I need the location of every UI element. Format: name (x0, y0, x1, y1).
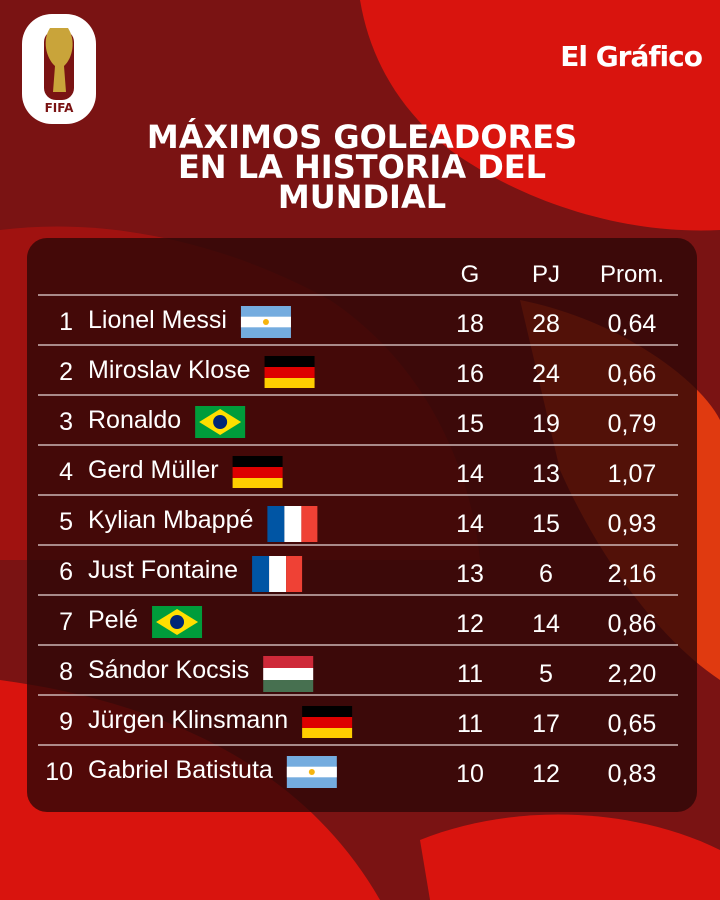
stat-cell: 12 (532, 760, 560, 788)
stat-cell: 2,16 (608, 560, 657, 588)
stat-cell: 11 (457, 710, 483, 738)
flag (302, 706, 353, 738)
stat-cell: 10 (456, 760, 484, 788)
flag (264, 356, 315, 388)
flag (263, 656, 314, 692)
flag-globe (170, 615, 185, 629)
stat-cell: 0,66 (608, 360, 657, 388)
logo-text: FIFA (45, 101, 74, 115)
player-name: Jürgen Klinsmann (88, 706, 288, 734)
stat-cell: 0,79 (608, 410, 657, 438)
flag-stripe (263, 656, 314, 668)
flag (267, 506, 318, 542)
player-name: Pelé (88, 606, 138, 634)
flag (232, 456, 283, 488)
flag-globe (213, 415, 228, 429)
stat-cell: 2,20 (608, 660, 657, 688)
flag-stripe (264, 356, 315, 367)
stat-cell: 16 (456, 360, 484, 388)
stat-cell: 12 (456, 610, 484, 638)
player-name: Lionel Messi (88, 306, 227, 334)
flag-sun (262, 319, 269, 325)
rank: 7 (59, 608, 73, 636)
flag-stripe (232, 467, 283, 478)
flag-stripe (269, 556, 287, 592)
flag (286, 756, 337, 788)
table-panel (27, 238, 697, 812)
stat-cell: 17 (532, 710, 560, 738)
player-name: Gerd Müller (88, 456, 219, 484)
rank: 5 (59, 508, 73, 536)
rank: 3 (59, 408, 73, 436)
stat-cell: 24 (532, 360, 560, 388)
stat-cell: 5 (539, 660, 553, 688)
brand: El Gráfico (560, 40, 703, 73)
player-name: Miroslav Klose (88, 356, 251, 384)
stat-cell: 13 (456, 560, 484, 588)
trophy (45, 28, 73, 92)
flag-stripe (232, 478, 283, 488)
table: G PJ Prom. 1 Lionel Messi 18 28 0,64 2 Miroslav K… (38, 261, 678, 788)
bg-shape (420, 814, 720, 900)
stat-cell: 28 (532, 310, 560, 338)
player-name: Just Fontaine (88, 556, 238, 584)
flag-stripe (267, 506, 285, 542)
rank: 6 (59, 558, 73, 586)
stat-cell: 18 (456, 310, 484, 338)
rank: 9 (59, 708, 73, 736)
rank: 10 (45, 758, 73, 786)
stat-cell: 13 (532, 460, 560, 488)
rank: 1 (59, 308, 73, 336)
flag-sun (308, 769, 315, 775)
flag-stripe (264, 367, 315, 378)
player-name: Gabriel Batistuta (88, 756, 273, 784)
flag (252, 556, 303, 592)
stat-cell: 0,83 (608, 760, 657, 788)
flag-stripe (284, 506, 302, 542)
rank: 8 (59, 658, 73, 686)
stat-cell: 6 (539, 560, 553, 588)
flag-stripe (252, 556, 270, 592)
title-line: EN LA HISTORIA DEL (178, 148, 546, 186)
stat-cell: 11 (457, 660, 483, 688)
stat-cell: 15 (456, 410, 484, 438)
stat-cell: 1,07 (608, 460, 657, 488)
stat-cell: 14 (532, 610, 560, 638)
stat-cell: 14 (456, 510, 484, 538)
rank: 4 (59, 458, 73, 486)
flag-stripe (263, 680, 314, 692)
flag-stripe (264, 378, 315, 388)
title-line: MÁXIMOS GOLEADORES (147, 118, 577, 156)
flag-stripe (302, 717, 353, 728)
stat-cell: 0,93 (608, 510, 657, 538)
flag (240, 306, 291, 338)
flag-stripe (232, 456, 283, 467)
player-name: Kylian Mbappé (88, 506, 253, 534)
flag-stripe (286, 556, 303, 592)
stat-cell: 15 (532, 510, 560, 538)
bg-shape (360, 0, 720, 231)
column-header: PJ (532, 261, 560, 288)
world-cup-logo: FIFA (22, 14, 96, 124)
flag-stripe (302, 706, 353, 717)
stat-cell: 19 (532, 410, 560, 438)
flag-stripe (263, 668, 314, 680)
flag (195, 406, 246, 438)
flag-stripe (302, 728, 353, 738)
flag-stripe (301, 506, 318, 542)
column-header: G (461, 261, 480, 288)
stat-cell: 0,86 (608, 610, 657, 638)
rank: 2 (59, 358, 73, 386)
stat-cell: 0,65 (608, 710, 657, 738)
player-name: Ronaldo (88, 406, 181, 434)
stat-cell: 0,64 (608, 310, 657, 338)
stat-cell: 14 (456, 460, 484, 488)
player-name: Sándor Kocsis (88, 656, 249, 684)
column-header: Prom. (600, 261, 664, 288)
flag (152, 606, 203, 638)
title-line: MUNDIAL (278, 178, 446, 216)
